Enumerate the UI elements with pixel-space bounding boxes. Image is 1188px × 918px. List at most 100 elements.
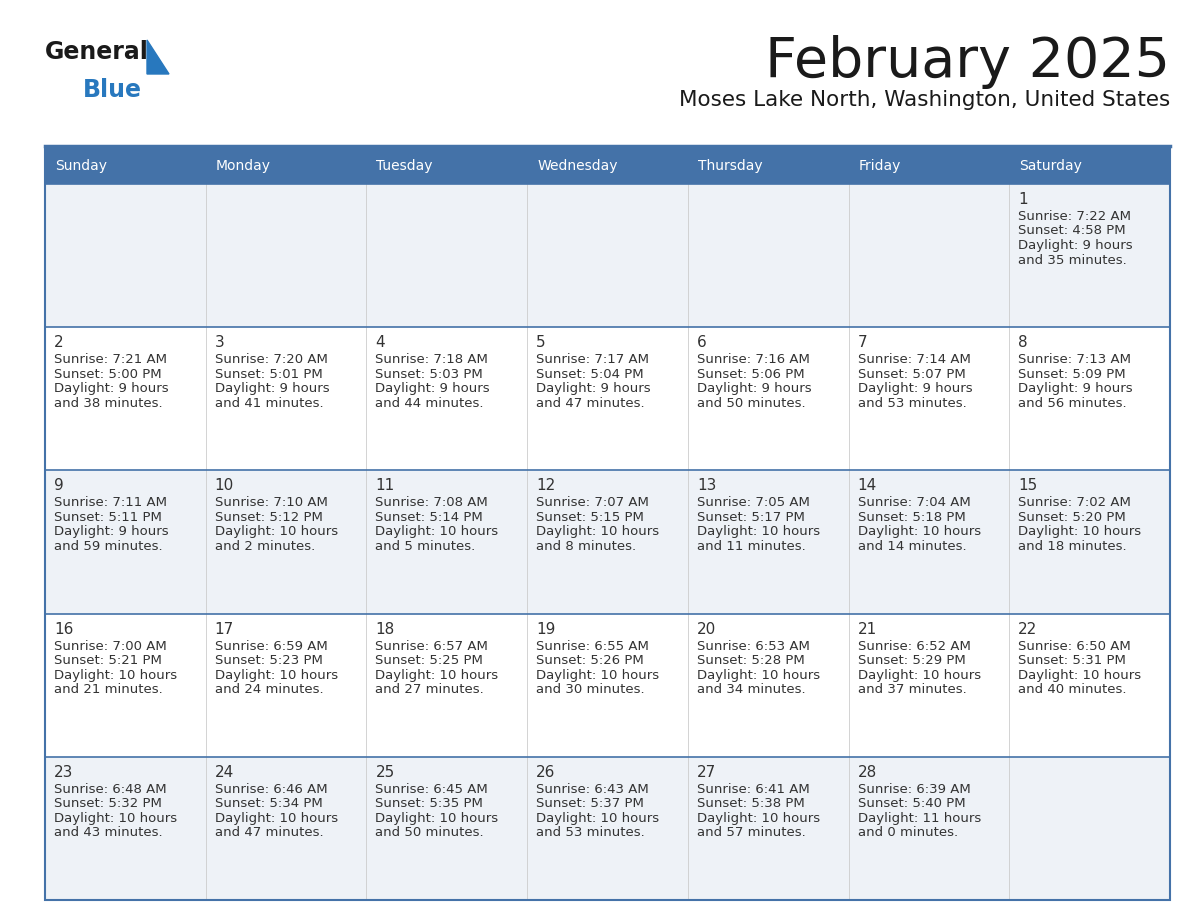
Text: Daylight: 10 hours: Daylight: 10 hours xyxy=(697,812,820,824)
Text: Sunrise: 7:20 AM: Sunrise: 7:20 AM xyxy=(215,353,328,366)
Text: 24: 24 xyxy=(215,765,234,779)
Text: Sunrise: 7:16 AM: Sunrise: 7:16 AM xyxy=(697,353,810,366)
Text: Sunset: 5:35 PM: Sunset: 5:35 PM xyxy=(375,798,484,811)
Text: Sunset: 5:23 PM: Sunset: 5:23 PM xyxy=(215,655,323,667)
Text: Daylight: 10 hours: Daylight: 10 hours xyxy=(697,525,820,538)
Text: Sunset: 5:26 PM: Sunset: 5:26 PM xyxy=(536,655,644,667)
Text: Sunrise: 6:55 AM: Sunrise: 6:55 AM xyxy=(536,640,649,653)
Text: Daylight: 10 hours: Daylight: 10 hours xyxy=(1018,525,1142,538)
Text: Sunset: 5:31 PM: Sunset: 5:31 PM xyxy=(1018,655,1126,667)
Text: 21: 21 xyxy=(858,621,877,636)
Text: Monday: Monday xyxy=(216,159,271,173)
Text: Sunset: 5:37 PM: Sunset: 5:37 PM xyxy=(536,798,644,811)
Bar xyxy=(45,148,1170,184)
Text: Sunset: 5:40 PM: Sunset: 5:40 PM xyxy=(858,798,965,811)
Text: Daylight: 10 hours: Daylight: 10 hours xyxy=(858,525,981,538)
Text: Sunset: 5:18 PM: Sunset: 5:18 PM xyxy=(858,511,966,524)
Text: Thursday: Thursday xyxy=(697,159,763,173)
Text: and 2 minutes.: and 2 minutes. xyxy=(215,540,315,553)
Text: Sunset: 5:03 PM: Sunset: 5:03 PM xyxy=(375,368,484,381)
Text: Sunset: 4:58 PM: Sunset: 4:58 PM xyxy=(1018,225,1126,238)
Text: Sunset: 5:38 PM: Sunset: 5:38 PM xyxy=(697,798,804,811)
Text: 11: 11 xyxy=(375,478,394,493)
Text: Daylight: 10 hours: Daylight: 10 hours xyxy=(215,668,337,681)
Text: Sunset: 5:06 PM: Sunset: 5:06 PM xyxy=(697,368,804,381)
Text: Sunset: 5:11 PM: Sunset: 5:11 PM xyxy=(53,511,162,524)
Text: Sunset: 5:01 PM: Sunset: 5:01 PM xyxy=(215,368,322,381)
Text: Daylight: 10 hours: Daylight: 10 hours xyxy=(536,812,659,824)
Text: Sunrise: 6:50 AM: Sunrise: 6:50 AM xyxy=(1018,640,1131,653)
Bar xyxy=(45,470,1170,613)
Text: Friday: Friday xyxy=(859,159,901,173)
Text: and 8 minutes.: and 8 minutes. xyxy=(536,540,637,553)
Text: Daylight: 10 hours: Daylight: 10 hours xyxy=(215,525,337,538)
Text: Daylight: 10 hours: Daylight: 10 hours xyxy=(53,668,177,681)
Text: Daylight: 10 hours: Daylight: 10 hours xyxy=(858,668,981,681)
Text: Sunset: 5:32 PM: Sunset: 5:32 PM xyxy=(53,798,162,811)
Text: Sunrise: 7:14 AM: Sunrise: 7:14 AM xyxy=(858,353,971,366)
Text: Sunset: 5:29 PM: Sunset: 5:29 PM xyxy=(858,655,966,667)
Text: Sunrise: 6:52 AM: Sunrise: 6:52 AM xyxy=(858,640,971,653)
Text: and 40 minutes.: and 40 minutes. xyxy=(1018,683,1126,696)
Text: Moses Lake North, Washington, United States: Moses Lake North, Washington, United Sta… xyxy=(678,90,1170,110)
Text: Sunrise: 7:13 AM: Sunrise: 7:13 AM xyxy=(1018,353,1131,366)
Text: Daylight: 9 hours: Daylight: 9 hours xyxy=(53,525,169,538)
Text: 22: 22 xyxy=(1018,621,1037,636)
Text: and 5 minutes.: and 5 minutes. xyxy=(375,540,475,553)
Text: 16: 16 xyxy=(53,621,74,636)
Text: 3: 3 xyxy=(215,335,225,350)
Text: 18: 18 xyxy=(375,621,394,636)
Text: Wednesday: Wednesday xyxy=(537,159,618,173)
Text: 12: 12 xyxy=(536,478,556,493)
Text: Sunset: 5:28 PM: Sunset: 5:28 PM xyxy=(697,655,804,667)
Text: Daylight: 9 hours: Daylight: 9 hours xyxy=(375,382,491,396)
Polygon shape xyxy=(147,40,169,74)
Text: Sunrise: 6:46 AM: Sunrise: 6:46 AM xyxy=(215,783,328,796)
Text: 19: 19 xyxy=(536,621,556,636)
Text: Sunrise: 6:53 AM: Sunrise: 6:53 AM xyxy=(697,640,810,653)
Text: 13: 13 xyxy=(697,478,716,493)
Text: 15: 15 xyxy=(1018,478,1037,493)
Text: 6: 6 xyxy=(697,335,707,350)
Text: 27: 27 xyxy=(697,765,716,779)
Text: Daylight: 10 hours: Daylight: 10 hours xyxy=(1018,668,1142,681)
Text: and 47 minutes.: and 47 minutes. xyxy=(536,397,645,409)
Text: Daylight: 9 hours: Daylight: 9 hours xyxy=(536,382,651,396)
Text: and 30 minutes.: and 30 minutes. xyxy=(536,683,645,696)
Text: Daylight: 9 hours: Daylight: 9 hours xyxy=(215,382,329,396)
Text: Sunrise: 7:07 AM: Sunrise: 7:07 AM xyxy=(536,497,649,509)
Bar xyxy=(45,756,1170,900)
Text: 8: 8 xyxy=(1018,335,1028,350)
Text: Sunrise: 7:11 AM: Sunrise: 7:11 AM xyxy=(53,497,168,509)
Text: Daylight: 9 hours: Daylight: 9 hours xyxy=(1018,239,1133,252)
Text: and 50 minutes.: and 50 minutes. xyxy=(697,397,805,409)
Text: Sunrise: 7:00 AM: Sunrise: 7:00 AM xyxy=(53,640,166,653)
Text: and 53 minutes.: and 53 minutes. xyxy=(536,826,645,839)
Bar xyxy=(45,148,1170,900)
Text: and 44 minutes.: and 44 minutes. xyxy=(375,397,484,409)
Text: February 2025: February 2025 xyxy=(765,35,1170,89)
Text: Sunrise: 7:05 AM: Sunrise: 7:05 AM xyxy=(697,497,810,509)
Text: Sunrise: 7:21 AM: Sunrise: 7:21 AM xyxy=(53,353,168,366)
Text: and 43 minutes.: and 43 minutes. xyxy=(53,826,163,839)
Text: 25: 25 xyxy=(375,765,394,779)
Text: Daylight: 10 hours: Daylight: 10 hours xyxy=(536,525,659,538)
Text: Sunrise: 7:08 AM: Sunrise: 7:08 AM xyxy=(375,497,488,509)
Text: Sunrise: 7:22 AM: Sunrise: 7:22 AM xyxy=(1018,210,1131,223)
Text: 10: 10 xyxy=(215,478,234,493)
Text: Daylight: 9 hours: Daylight: 9 hours xyxy=(53,382,169,396)
Text: Daylight: 10 hours: Daylight: 10 hours xyxy=(375,668,499,681)
Text: and 59 minutes.: and 59 minutes. xyxy=(53,540,163,553)
Text: Blue: Blue xyxy=(83,78,143,102)
Text: 5: 5 xyxy=(536,335,545,350)
Text: Sunrise: 7:02 AM: Sunrise: 7:02 AM xyxy=(1018,497,1131,509)
Text: Daylight: 10 hours: Daylight: 10 hours xyxy=(215,812,337,824)
Text: Sunrise: 6:57 AM: Sunrise: 6:57 AM xyxy=(375,640,488,653)
Text: Sunset: 5:17 PM: Sunset: 5:17 PM xyxy=(697,511,804,524)
Text: and 38 minutes.: and 38 minutes. xyxy=(53,397,163,409)
Text: and 47 minutes.: and 47 minutes. xyxy=(215,826,323,839)
Text: Sunset: 5:20 PM: Sunset: 5:20 PM xyxy=(1018,511,1126,524)
Text: and 14 minutes.: and 14 minutes. xyxy=(858,540,966,553)
Text: 28: 28 xyxy=(858,765,877,779)
Text: Sunset: 5:25 PM: Sunset: 5:25 PM xyxy=(375,655,484,667)
